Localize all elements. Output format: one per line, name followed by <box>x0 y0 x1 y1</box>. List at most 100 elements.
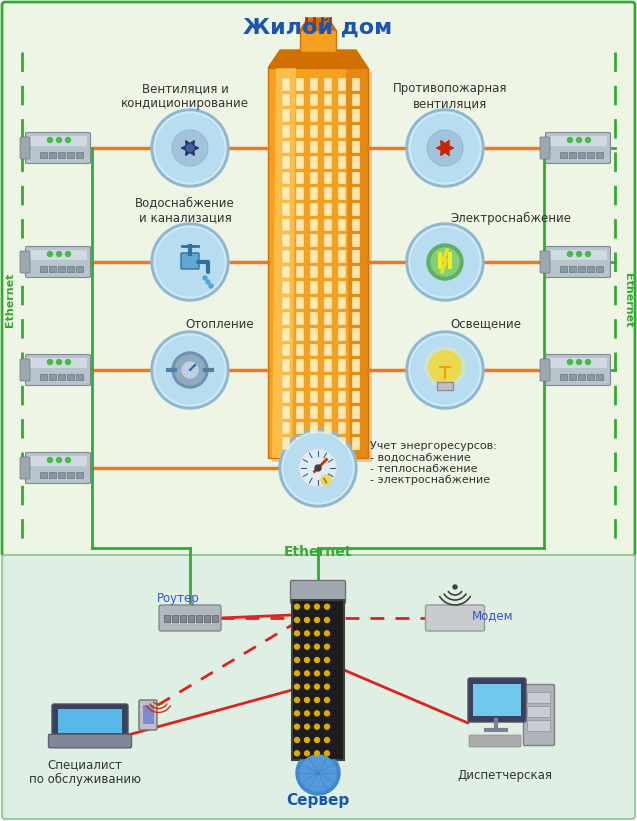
FancyBboxPatch shape <box>560 374 567 380</box>
Circle shape <box>315 724 320 729</box>
Circle shape <box>427 244 463 280</box>
FancyBboxPatch shape <box>310 187 318 200</box>
Polygon shape <box>272 68 296 458</box>
FancyBboxPatch shape <box>296 312 304 325</box>
Circle shape <box>324 658 329 663</box>
FancyBboxPatch shape <box>282 312 290 325</box>
FancyBboxPatch shape <box>540 251 550 273</box>
Text: Ethernet: Ethernet <box>284 545 352 559</box>
FancyBboxPatch shape <box>324 187 332 200</box>
FancyBboxPatch shape <box>338 328 346 341</box>
FancyBboxPatch shape <box>296 406 304 419</box>
Circle shape <box>409 226 481 298</box>
FancyBboxPatch shape <box>282 422 290 434</box>
Circle shape <box>48 457 52 462</box>
FancyBboxPatch shape <box>296 281 304 294</box>
FancyBboxPatch shape <box>296 125 304 137</box>
FancyBboxPatch shape <box>338 312 346 325</box>
FancyBboxPatch shape <box>310 94 318 106</box>
FancyBboxPatch shape <box>338 187 346 200</box>
Text: Жилой дом: Жилой дом <box>243 18 392 38</box>
FancyBboxPatch shape <box>294 748 342 759</box>
Circle shape <box>315 684 320 689</box>
FancyBboxPatch shape <box>352 422 360 434</box>
FancyBboxPatch shape <box>296 203 304 216</box>
FancyBboxPatch shape <box>310 312 318 325</box>
Text: Специалист
по обслуживанию: Специалист по обслуживанию <box>29 758 141 786</box>
FancyBboxPatch shape <box>310 125 318 137</box>
FancyBboxPatch shape <box>282 375 290 388</box>
FancyBboxPatch shape <box>143 704 154 723</box>
Circle shape <box>568 251 573 256</box>
FancyBboxPatch shape <box>324 172 332 185</box>
FancyBboxPatch shape <box>282 250 290 263</box>
FancyBboxPatch shape <box>294 641 342 653</box>
FancyBboxPatch shape <box>324 109 332 122</box>
FancyBboxPatch shape <box>540 359 550 381</box>
FancyBboxPatch shape <box>159 605 221 631</box>
FancyBboxPatch shape <box>596 266 603 272</box>
Circle shape <box>48 251 52 256</box>
Circle shape <box>304 724 310 729</box>
FancyBboxPatch shape <box>2 555 635 819</box>
FancyBboxPatch shape <box>296 187 304 200</box>
FancyBboxPatch shape <box>296 328 304 341</box>
Circle shape <box>315 698 320 703</box>
FancyBboxPatch shape <box>296 78 304 90</box>
Circle shape <box>206 280 210 284</box>
FancyBboxPatch shape <box>352 156 360 169</box>
FancyBboxPatch shape <box>282 125 290 137</box>
FancyBboxPatch shape <box>338 78 346 90</box>
FancyBboxPatch shape <box>527 707 550 718</box>
FancyBboxPatch shape <box>282 265 290 278</box>
FancyBboxPatch shape <box>310 140 318 154</box>
FancyBboxPatch shape <box>324 281 332 294</box>
FancyBboxPatch shape <box>324 296 332 310</box>
FancyBboxPatch shape <box>296 218 304 232</box>
Circle shape <box>294 711 299 716</box>
FancyBboxPatch shape <box>352 218 360 232</box>
FancyBboxPatch shape <box>545 132 610 163</box>
FancyBboxPatch shape <box>58 709 122 733</box>
FancyBboxPatch shape <box>569 266 576 272</box>
FancyBboxPatch shape <box>294 695 342 706</box>
FancyBboxPatch shape <box>338 375 346 388</box>
FancyBboxPatch shape <box>324 250 332 263</box>
FancyBboxPatch shape <box>338 391 346 403</box>
Circle shape <box>300 755 336 791</box>
FancyBboxPatch shape <box>338 94 346 106</box>
FancyBboxPatch shape <box>352 125 360 137</box>
FancyBboxPatch shape <box>324 203 332 216</box>
FancyBboxPatch shape <box>310 109 318 122</box>
Text: Роутер: Роутер <box>157 591 199 604</box>
Circle shape <box>315 631 320 635</box>
FancyBboxPatch shape <box>2 2 635 556</box>
FancyBboxPatch shape <box>310 203 318 216</box>
FancyBboxPatch shape <box>282 203 290 216</box>
FancyBboxPatch shape <box>352 406 360 419</box>
Circle shape <box>294 631 299 635</box>
FancyBboxPatch shape <box>294 681 342 692</box>
FancyBboxPatch shape <box>58 472 65 478</box>
Circle shape <box>411 336 479 404</box>
Circle shape <box>175 355 205 385</box>
FancyBboxPatch shape <box>324 218 332 232</box>
Circle shape <box>57 360 62 365</box>
FancyBboxPatch shape <box>76 152 83 158</box>
Circle shape <box>568 360 573 365</box>
FancyBboxPatch shape <box>338 156 346 169</box>
FancyBboxPatch shape <box>282 234 290 247</box>
FancyBboxPatch shape <box>352 296 360 310</box>
FancyBboxPatch shape <box>324 375 332 388</box>
FancyBboxPatch shape <box>20 359 30 381</box>
FancyBboxPatch shape <box>282 94 290 106</box>
FancyBboxPatch shape <box>204 615 210 622</box>
FancyBboxPatch shape <box>560 266 567 272</box>
FancyBboxPatch shape <box>540 137 550 159</box>
Circle shape <box>441 144 448 152</box>
FancyBboxPatch shape <box>352 360 360 372</box>
FancyBboxPatch shape <box>296 422 304 434</box>
FancyBboxPatch shape <box>338 344 346 356</box>
FancyBboxPatch shape <box>282 391 290 403</box>
Circle shape <box>156 228 224 296</box>
